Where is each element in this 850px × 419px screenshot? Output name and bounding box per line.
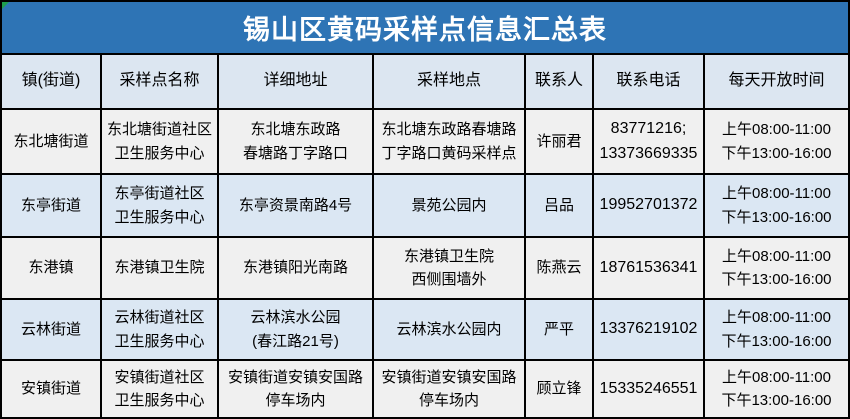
cell-site-name: 东北塘街道社区 卫生服务中心	[102, 110, 219, 175]
cell-site-name: 东亭街道社区 卫生服务中心	[102, 175, 219, 238]
cell-hours: 上午08:00-11:00 下午13:00-16:00	[705, 238, 848, 300]
cell-hours: 上午08:00-11:00 下午13:00-16:00	[705, 300, 848, 361]
cell-phone: 18761536341	[594, 238, 705, 300]
column-header-location: 采样地点	[374, 55, 526, 110]
cell-hours: 上午08:00-11:00 下午13:00-16:00	[705, 110, 848, 175]
cell-town: 安镇街道	[2, 361, 102, 417]
column-header-contact: 联系人	[526, 55, 594, 110]
cell-town: 东北塘街道	[2, 110, 102, 175]
column-header-address: 详细地址	[219, 55, 374, 110]
excel-green-corner-icon	[2, 2, 9, 9]
cell-address: 东北塘东政路 春塘路丁字路口	[219, 110, 374, 175]
cell-site-name: 东港镇卫生院	[102, 238, 219, 300]
cell-contact: 严平	[526, 300, 594, 361]
page-title: 锡山区黄码采样点信息汇总表	[243, 15, 607, 45]
sampling-points-table: 镇(街道) 采样点名称 详细地址 采样地点 联系人 联系电话 每天开放时间 东北…	[2, 55, 848, 417]
cell-phone: 83771216; 13373669335	[594, 110, 705, 175]
cell-address: 东亭资景南路4号	[219, 175, 374, 238]
cell-hours: 上午08:00-11:00 下午13:00-16:00	[705, 175, 848, 238]
column-header-hours: 每天开放时间	[705, 55, 848, 110]
cell-contact: 吕品	[526, 175, 594, 238]
column-header-town: 镇(街道)	[2, 55, 102, 110]
cell-hours: 上午08:00-11:00 下午13:00-16:00	[705, 361, 848, 417]
cell-phone: 13376219102	[594, 300, 705, 361]
cell-contact: 顾立锋	[526, 361, 594, 417]
cell-address: 云林滨水公园 (春江路21号)	[219, 300, 374, 361]
cell-address: 东港镇阳光南路	[219, 238, 374, 300]
cell-contact: 陈燕云	[526, 238, 594, 300]
column-header-phone: 联系电话	[594, 55, 705, 110]
column-header-site-name: 采样点名称	[102, 55, 219, 110]
cell-location: 安镇街道安镇安国路 停车场内	[374, 361, 526, 417]
cell-location: 景苑公园内	[374, 175, 526, 238]
cell-address: 安镇街道安镇安国路 停车场内	[219, 361, 374, 417]
cell-town: 云林街道	[2, 300, 102, 361]
cell-phone: 15335246551	[594, 361, 705, 417]
cell-phone: 19952701372	[594, 175, 705, 238]
cell-town: 东亭街道	[2, 175, 102, 238]
title-banner: 锡山区黄码采样点信息汇总表	[2, 2, 848, 55]
cell-contact: 许丽君	[526, 110, 594, 175]
cell-location: 东港镇卫生院 西侧围墙外	[374, 238, 526, 300]
cell-town: 东港镇	[2, 238, 102, 300]
cell-location: 云林滨水公园内	[374, 300, 526, 361]
cell-location: 东北塘东政路春塘路 丁字路口黄码采样点	[374, 110, 526, 175]
cell-site-name: 安镇街道社区 卫生服务中心	[102, 361, 219, 417]
cell-site-name: 云林街道社区 卫生服务中心	[102, 300, 219, 361]
